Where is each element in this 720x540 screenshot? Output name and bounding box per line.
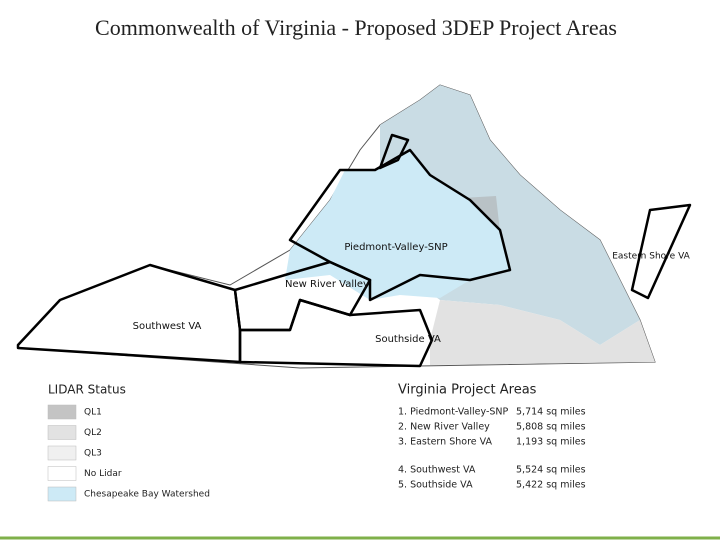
legend-swatch <box>47 466 77 481</box>
legend-swatch <box>47 445 77 461</box>
area-name: 5. Southside VA <box>398 480 473 491</box>
legend-label: QL2 <box>84 428 102 438</box>
watershed-region <box>380 85 640 345</box>
area-size: 5,422 sq miles <box>516 480 586 491</box>
legend-label: Chesapeake Bay Watershed <box>84 490 210 500</box>
legend-label: QL3 <box>84 449 102 459</box>
map-label: Piedmont-Valley-SNP <box>344 242 447 253</box>
area-southside <box>238 298 434 368</box>
area-name: 2. New River Valley <box>398 422 490 433</box>
legend-label: No Lidar <box>84 469 122 479</box>
legend-title: LIDAR Status <box>48 383 126 397</box>
map-label: New River Valley <box>285 279 369 290</box>
ql2-region <box>430 300 655 365</box>
area-size: 5,808 sq miles <box>516 422 586 433</box>
legend-label: QL1 <box>84 408 102 418</box>
area-southwest <box>16 263 242 364</box>
areas-title: Virginia Project Areas <box>398 383 537 398</box>
legend-swatch <box>47 425 77 440</box>
area-size: 5,714 sq miles <box>516 407 586 418</box>
map-label: Southside VA <box>375 334 441 345</box>
legend-swatch <box>47 404 77 420</box>
area-north-piece <box>378 133 410 170</box>
area-size: 1,193 sq miles <box>516 437 586 448</box>
legend-swatch <box>47 486 77 502</box>
map: Piedmont-Valley-SNP New River Valley Eas… <box>16 84 692 369</box>
area-name: 3. Eastern Shore VA <box>398 437 493 448</box>
area-name: 1. Piedmont-Valley-SNP <box>398 407 509 418</box>
area-size: 5,524 sq miles <box>516 465 586 476</box>
project-areas: Virginia Project Areas 1. Piedmont-Valle… <box>398 383 586 491</box>
map-label: Eastern Shore VA <box>612 252 690 262</box>
chesapeake-region <box>285 150 510 300</box>
area-name: 4. Southwest VA <box>398 465 476 476</box>
area-eastern-shore <box>630 203 692 300</box>
title: Commonwealth of Virginia - Proposed 3DEP… <box>95 15 617 40</box>
map-label: Southwest VA <box>133 321 202 332</box>
legend: LIDAR Status QL1 QL2 QL3 No Lidar Chesapeake… <box>47 383 210 502</box>
